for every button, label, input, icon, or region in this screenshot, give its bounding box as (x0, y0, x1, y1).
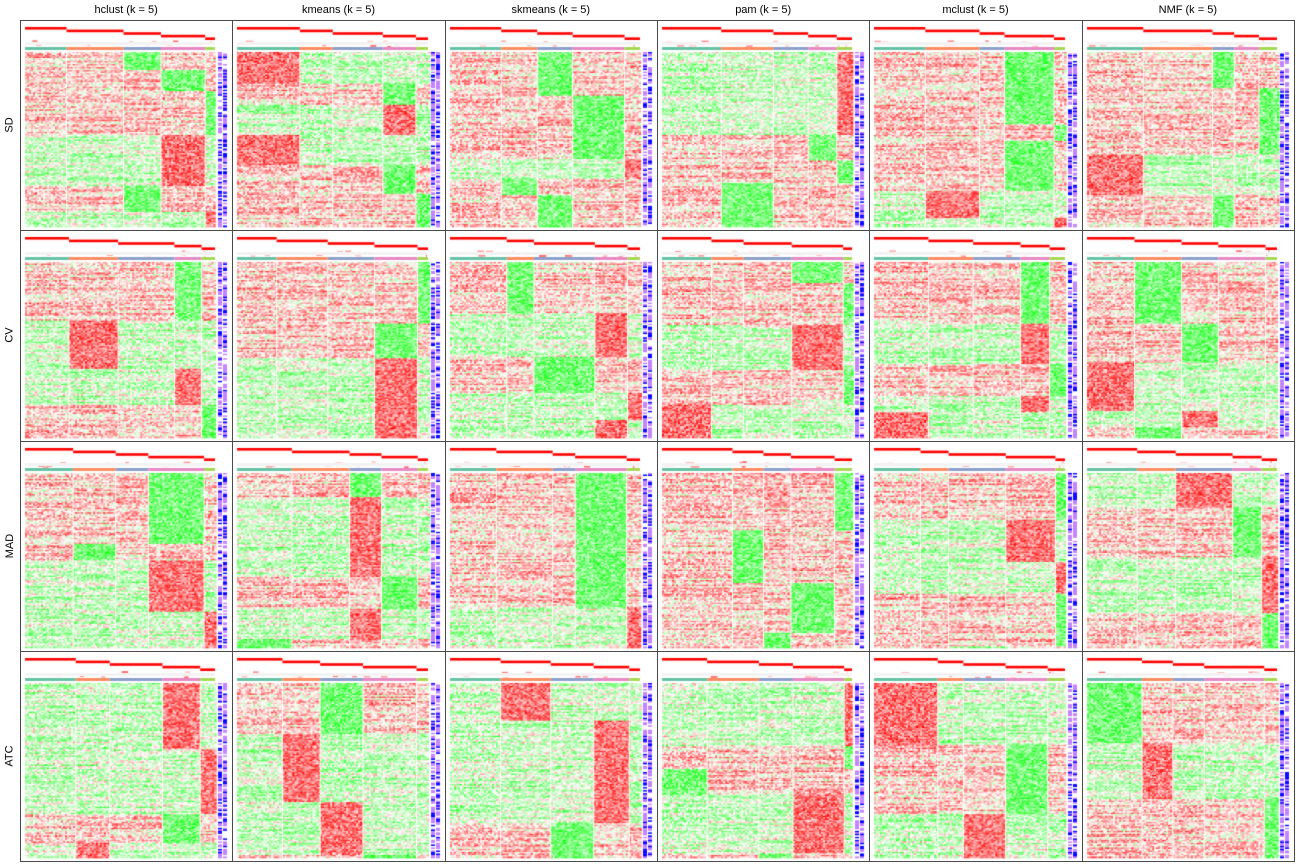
heatmap-panel (1082, 441, 1295, 652)
column-title: hclust (k = 5) (94, 4, 158, 16)
heatmap-panel (232, 651, 446, 862)
heatmap-panel (1082, 20, 1295, 231)
row-title: MAD (4, 533, 17, 558)
heatmap-panel (232, 230, 446, 442)
heatmap-canvas (658, 21, 869, 230)
heatmap-canvas (233, 652, 445, 861)
heatmap-panel (869, 20, 1083, 231)
heatmap-canvas (21, 231, 232, 441)
heatmap-canvas (21, 442, 232, 651)
heatmap-canvas (446, 442, 657, 651)
heatmap-canvas (870, 21, 1082, 230)
heatmap-panel (657, 20, 870, 231)
heatmap-panel (445, 651, 658, 862)
heatmap-panel (20, 441, 233, 652)
heatmap-panel (1082, 651, 1295, 862)
heatmap-canvas (658, 652, 869, 861)
heatmap-canvas (446, 231, 657, 441)
heatmap-panel (20, 230, 233, 442)
heatmap-canvas (658, 442, 869, 651)
heatmap-canvas (870, 231, 1082, 441)
heatmap-panel (869, 441, 1083, 652)
heatmap-panel (445, 230, 658, 442)
heatmap-canvas (233, 21, 445, 230)
heatmap-panel (445, 20, 658, 231)
column-title: pam (k = 5) (735, 4, 792, 16)
column-title: skmeans (k = 5) (511, 4, 591, 16)
heatmap-panel (20, 20, 233, 231)
heatmap-panel (1082, 230, 1295, 442)
row-title: CV (4, 327, 16, 344)
heatmap-panel (657, 230, 870, 442)
heatmap-canvas (446, 21, 657, 230)
heatmap-panel (445, 441, 658, 652)
heatmap-panel (869, 651, 1083, 862)
column-title: NMF (k = 5) (1158, 4, 1217, 16)
column-title: mclust (k = 5) (942, 4, 1009, 16)
heatmap-canvas (870, 652, 1082, 861)
heatmap-canvas (1083, 231, 1294, 441)
column-title: kmeans (k = 5) (301, 4, 376, 16)
heatmap-canvas (870, 442, 1082, 651)
heatmap-canvas (233, 442, 445, 651)
heatmap-canvas (21, 652, 232, 861)
heatmap-canvas (1083, 652, 1294, 861)
heatmap-canvas (1083, 442, 1294, 651)
heatmap-panel (20, 651, 233, 862)
heatmap-panel (657, 441, 870, 652)
heatmap-canvas (233, 231, 445, 441)
heatmap-panel (869, 230, 1083, 442)
heatmap-canvas (21, 21, 232, 230)
heatmap-panel (232, 20, 446, 231)
heatmap-panel (232, 441, 446, 652)
row-title: SD (4, 117, 16, 133)
row-title: ATC (4, 745, 16, 767)
heatmap-canvas (446, 652, 657, 861)
heatmap-canvas (1083, 21, 1294, 230)
heatmap-panel (657, 651, 870, 862)
heatmap-canvas (658, 231, 869, 441)
